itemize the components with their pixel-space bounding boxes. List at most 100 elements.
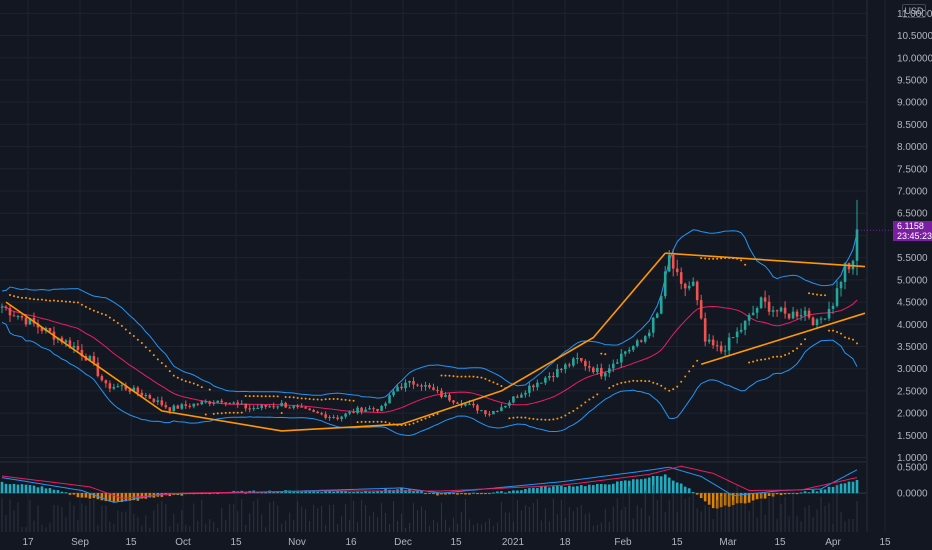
candle-body [787, 313, 791, 319]
sar-dot [44, 299, 47, 302]
volume-bar [49, 522, 51, 532]
volume-bar [137, 517, 139, 532]
sar-dot [444, 374, 447, 377]
sar-dot [140, 342, 143, 345]
candle-body [240, 403, 244, 405]
macd-histogram-bar [344, 491, 347, 494]
macd-histogram-bar [364, 491, 367, 494]
volume-bar [596, 524, 598, 532]
volume-bar [333, 504, 335, 532]
volume-bar [273, 500, 275, 532]
macd-histogram-bar [783, 493, 787, 495]
price-axis-tick: 5.5000 [897, 253, 928, 264]
sar-dot [640, 379, 643, 382]
candle-body [711, 339, 715, 346]
volume-bar [728, 492, 730, 532]
time-axis-tick: 16 [345, 537, 357, 548]
volume-bar [564, 518, 566, 532]
macd-histogram-bar [320, 492, 323, 494]
volume-bar [792, 493, 794, 532]
volume-bar [452, 517, 454, 532]
price-axis-tick: 4.5000 [897, 298, 928, 309]
sar-dot [620, 381, 623, 384]
candle-body [767, 301, 771, 312]
sar-dot [284, 395, 287, 398]
candle-body [88, 356, 92, 361]
candle-body [755, 308, 759, 313]
sar-dot [12, 295, 15, 298]
candle-body [356, 407, 359, 413]
currency-label[interactable]: USD [902, 4, 926, 18]
candle-body [779, 307, 783, 312]
candle-body [312, 410, 315, 412]
candle-body [500, 407, 503, 412]
candle-body [96, 362, 100, 377]
volume-bar [17, 502, 19, 532]
macd-histogram-bar [348, 492, 351, 494]
sar-dot [524, 416, 527, 419]
macd-histogram-bar [596, 484, 599, 494]
candle-body [683, 283, 687, 289]
sar-dot [52, 299, 55, 302]
macd-histogram-bar [428, 492, 431, 494]
volume-bar [508, 512, 510, 532]
candle-body [532, 385, 535, 388]
candle-body [220, 400, 224, 403]
volume-bar [261, 514, 263, 532]
macd-histogram-bar [404, 490, 407, 494]
price-axis-tick: 1.5000 [897, 431, 928, 442]
price-axis-tick: 4.0000 [897, 320, 928, 331]
macd-histogram-bar [683, 486, 687, 494]
volume-bar [784, 496, 786, 532]
macd-axis-tick: 0.5000 [897, 463, 928, 474]
macd-histogram-bar [456, 493, 459, 495]
macd-histogram-bar [695, 493, 699, 495]
volume-bar [620, 509, 622, 532]
volume-bar [768, 496, 770, 532]
candle-body [28, 317, 32, 325]
candle-body [524, 392, 527, 395]
sar-dot [420, 418, 423, 421]
volume-bar [397, 520, 399, 532]
candle-body [512, 396, 515, 403]
candle-body [663, 271, 667, 297]
volume-bar [640, 508, 642, 532]
volume-bar [584, 513, 586, 532]
sar-dot [92, 309, 95, 312]
macd-histogram-bar [324, 490, 327, 494]
candle-body [112, 387, 116, 389]
candle-body [216, 400, 220, 403]
macd-histogram-bar [811, 490, 815, 494]
macd-histogram-bar [56, 490, 60, 494]
volume-bar [836, 482, 838, 532]
candle-body [576, 357, 579, 359]
volume-bar [520, 510, 522, 532]
volume-bar [572, 511, 574, 532]
candle-body [699, 300, 703, 319]
sar-dot [816, 293, 819, 296]
macd-histogram-bar [244, 492, 248, 494]
volume-bar [101, 505, 103, 532]
volume-bar [405, 527, 407, 532]
sar-dot [412, 422, 415, 425]
bollinger-lower [1, 321, 858, 437]
sar-dot [388, 422, 391, 425]
macd-histogram-bar [663, 474, 667, 494]
macd-histogram-bar [548, 487, 551, 494]
candle-body [24, 317, 28, 325]
volume-bar [93, 499, 95, 532]
candle-body [607, 368, 611, 373]
volume-bar [193, 503, 195, 532]
volume-bar [37, 505, 39, 532]
volume-bar [409, 522, 411, 532]
candle-body [751, 312, 755, 315]
macd-histogram-bar [775, 493, 779, 495]
macd-histogram-bar [508, 491, 511, 494]
volume-bar [313, 504, 315, 532]
sar-dot [32, 298, 35, 301]
sar-dot [744, 263, 747, 266]
volume-bar [377, 517, 379, 532]
sar-dot [76, 301, 79, 304]
macd-histogram-bar [16, 484, 20, 494]
